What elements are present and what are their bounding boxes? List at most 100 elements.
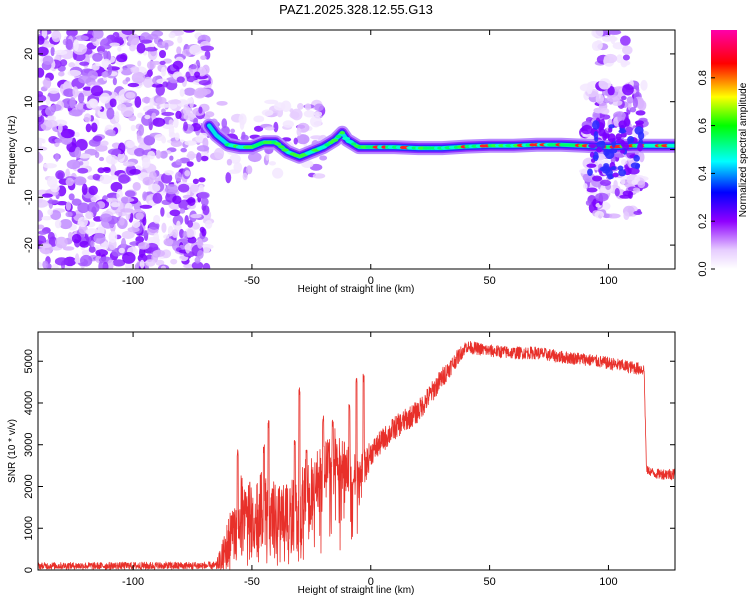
heatmap-cell [91,64,100,71]
heatmap-cell [253,115,265,123]
heatmap-cell [90,196,97,202]
heatmap-cell [87,201,100,214]
heatmap-cell [195,135,205,143]
heatmap-cell [47,199,59,204]
heatmap-cell [179,88,185,97]
heatmap-cell [198,184,204,194]
heatmap-cell [87,81,101,87]
heatmap-cell [118,247,125,254]
colorbar-tick-label: 0.6 [697,118,709,133]
heatmap-cell [162,124,175,130]
spectrogram-heatmap [38,30,675,269]
heatmap-cell [54,138,63,144]
heatmap-cell [186,161,194,167]
heatmap-cell [54,219,62,229]
snr-x-label: Height of straight line (km) [298,585,415,596]
heatmap-cell [90,122,98,133]
heatmap-cell [48,87,60,94]
colorbar: 0.0 0.2 0.4 0.6 0.8 Normalized spectral ampl… [697,30,749,277]
heatmap-cell [59,218,73,230]
ridge-cell [331,138,339,142]
heatmap-cell [304,103,312,111]
heatmap-cell [109,42,120,47]
ridge-cell [328,140,334,145]
heatmap-cell [173,116,179,129]
heatmap-cell [607,30,622,35]
heatmap-cell [38,224,45,230]
heatmap-cell [194,71,201,78]
heatmap-cell [586,163,597,168]
heatmap-cell [163,234,170,239]
heatmap-cell [161,136,167,144]
ridge-cell [319,145,327,149]
heatmap-cell [124,190,136,198]
heatmap-cell [51,30,62,43]
y-tick-label: 20 [23,48,35,60]
heatmap-cell [289,111,300,119]
heatmap-cell [297,102,304,110]
spectrogram-y-label: Frequency (Hz) [7,116,18,185]
heatmap-cell [68,193,75,201]
heatmap-cell [618,120,627,129]
y-tick-label: 3000 [23,432,35,456]
heatmap-cell [146,60,156,70]
heatmap-cell [248,152,262,163]
ridge-cell [274,142,282,146]
heatmap-cell [192,178,199,185]
heatmap-cell [172,195,182,205]
heatmap-cell [90,240,95,248]
heatmap-cell [119,217,125,226]
heatmap-cell [595,192,609,202]
heatmap-cell [229,154,241,164]
x-tick-label: -100 [122,576,144,588]
heatmap-cell [67,232,73,240]
x-tick-label: 0 [368,576,374,588]
heatmap-cell [93,232,106,244]
heatmap-cell [54,257,69,266]
heatmap-cell [88,185,98,196]
heatmap-cell [632,187,641,192]
heatmap-cell [610,166,617,171]
heatmap-cell [85,123,92,133]
heatmap-cell [107,64,113,76]
heatmap-cell [598,78,612,90]
snr-y-label: SNR (10 * v/v) [7,419,18,483]
heatmap-cell [582,172,596,183]
heatmap-cell [75,35,89,41]
heatmap-cell [58,71,65,77]
heatmap-cell [620,58,628,68]
heatmap-cell [114,36,123,43]
heatmap-cell [189,64,197,70]
heatmap-cell [176,76,185,83]
heatmap-cell [160,207,165,217]
heatmap-cell [622,190,634,197]
heatmap-cell [238,113,247,126]
ridge-cell [342,136,351,141]
heatmap-cell [80,254,93,267]
heatmap-cell [617,165,624,171]
heatmap-cell [169,209,181,217]
heatmap-cell [129,44,136,52]
y-tick-label: 1000 [23,516,35,540]
heatmap-cell [77,216,89,228]
heatmap-cell [85,211,94,220]
heatmap-cell [635,110,646,116]
heatmap-cell [87,70,98,81]
heatmap-cell [198,106,203,114]
heatmap-cell [185,71,191,79]
heatmap-cell [314,111,323,117]
y-tick-label: -20 [23,237,35,253]
heatmap-cell [620,149,626,154]
heatmap-cell [169,155,174,161]
heatmap-cell [264,126,275,131]
y-tick-label: 0 [23,567,35,573]
heatmap-cell [603,163,610,168]
y-tick-label: 2000 [23,474,35,498]
heatmap-cell [200,197,209,207]
heatmap-cell [45,96,51,106]
heatmap-cell [55,170,65,180]
snr-frame [37,331,676,571]
heatmap-cell [38,261,43,269]
heatmap-cell [197,250,204,259]
heatmap-cell [72,86,79,98]
